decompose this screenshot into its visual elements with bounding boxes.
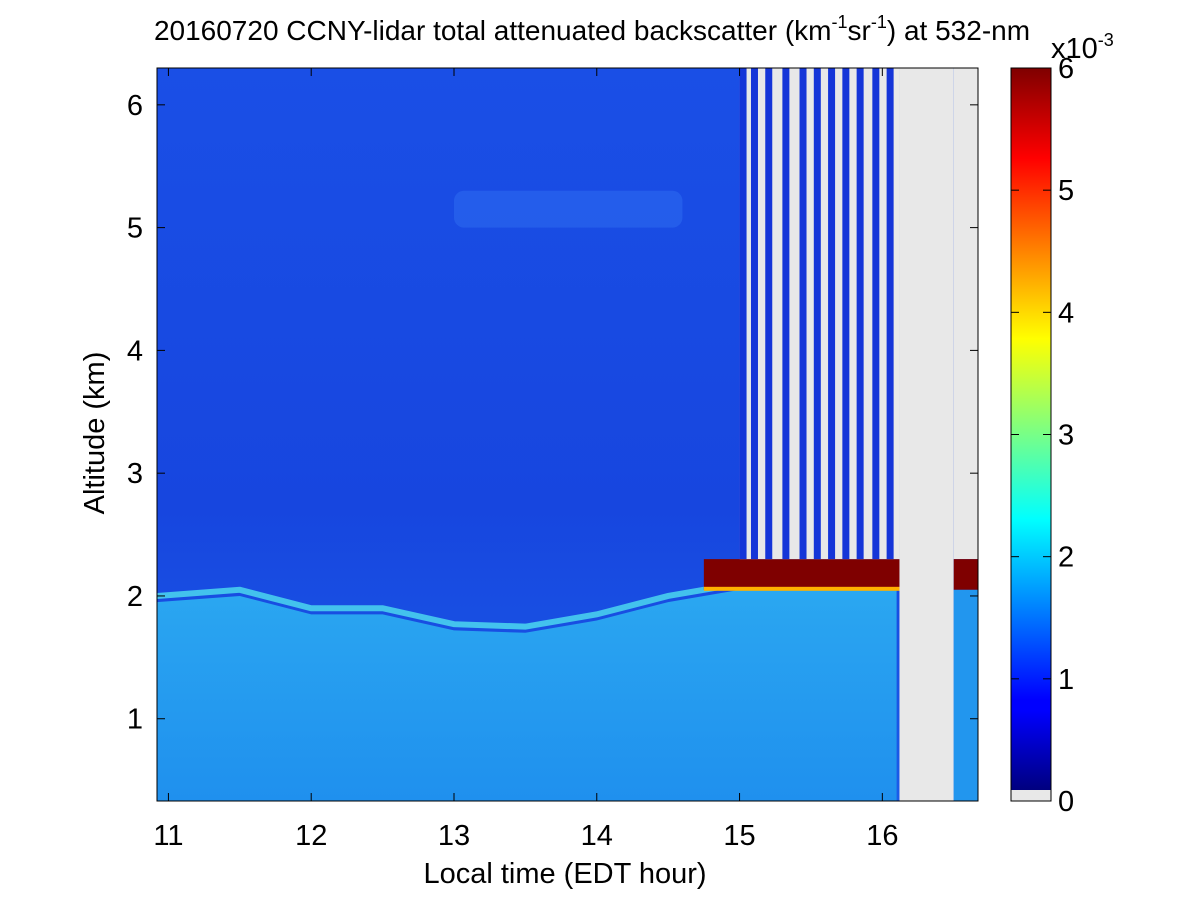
no-data-region (899, 68, 954, 801)
signal-streak (872, 68, 880, 560)
x-tick-label: 13 (438, 820, 470, 852)
x-axis-label: Local time (EDT hour) (423, 858, 706, 890)
title-exponent-1: -1 (832, 12, 848, 32)
colorbar-tick-label: 0 (1058, 786, 1074, 818)
colorbar-ticks: 0 1 2 3 4 5 6 (1011, 53, 1074, 818)
x-tick-label: 14 (581, 820, 613, 852)
heatmap-area (157, 68, 978, 801)
cloud-base (703, 586, 900, 591)
title-part-1: 20160720 CCNY-lidar total attenuated bac… (154, 15, 832, 46)
chart-title: 20160720 CCNY-lidar total attenuated bac… (154, 12, 1030, 46)
title-part-2: sr (848, 15, 871, 46)
cloud-layer (703, 559, 900, 590)
signal-streak (799, 68, 807, 560)
signal-streak (750, 68, 758, 560)
boundary-layer (953, 589, 978, 801)
x-tick-label: 12 (295, 820, 327, 852)
boundary-layer (157, 589, 897, 801)
colorbar-multiplier-base: x10 (1051, 33, 1098, 65)
signal-streak (856, 68, 864, 560)
signal-streak (739, 68, 747, 560)
x-tick-label: 15 (723, 820, 755, 852)
y-tick-label: 1 (127, 704, 143, 736)
colorbar-no-data-swatch (1011, 790, 1051, 801)
colorbar: 0 1 2 3 4 5 6 x10-3 (1010, 30, 1114, 818)
signal-streak (828, 68, 836, 560)
signal-streak (765, 68, 773, 560)
colorbar-tick-label: 1 (1058, 664, 1074, 696)
cloud-layer (953, 559, 978, 590)
colorbar-tick-label: 2 (1058, 542, 1074, 574)
heatmap-layers (157, 68, 978, 801)
x-axis: 11 12 13 14 15 16 (153, 68, 898, 852)
colorbar-tick-label: 4 (1058, 297, 1074, 329)
title-part-3: ) at 532-nm (887, 15, 1030, 46)
y-tick-label: 6 (127, 90, 143, 122)
colorbar-multiplier-exponent: -3 (1098, 30, 1114, 50)
plot-frame (156, 67, 979, 802)
x-tick-label: 11 (153, 820, 183, 852)
y-tick-label: 2 (127, 581, 143, 613)
signal-streak (813, 68, 821, 560)
colorbar-gradient (1011, 68, 1051, 790)
signal-streak (842, 68, 850, 560)
colorbar-tick-label: 5 (1058, 175, 1074, 207)
y-tick-label: 5 (127, 213, 143, 245)
y-axis: 1 2 3 4 5 6 (127, 90, 978, 736)
signal-streak (886, 68, 894, 560)
signal-streak (782, 68, 790, 560)
colorbar-tick-label: 3 (1058, 420, 1074, 452)
y-tick-label: 4 (127, 335, 143, 367)
colorbar-multiplier: x10-3 (1051, 30, 1114, 65)
x-tick-label: 16 (866, 820, 898, 852)
y-axis-label: Altitude (km) (79, 352, 111, 515)
y-tick-label: 3 (127, 458, 143, 490)
title-exponent-2: -1 (871, 12, 887, 32)
colorbar-tick-label: 6 (1058, 53, 1074, 85)
signal-loss-region (953, 68, 978, 560)
elevated-aerosol-layer (453, 190, 683, 228)
